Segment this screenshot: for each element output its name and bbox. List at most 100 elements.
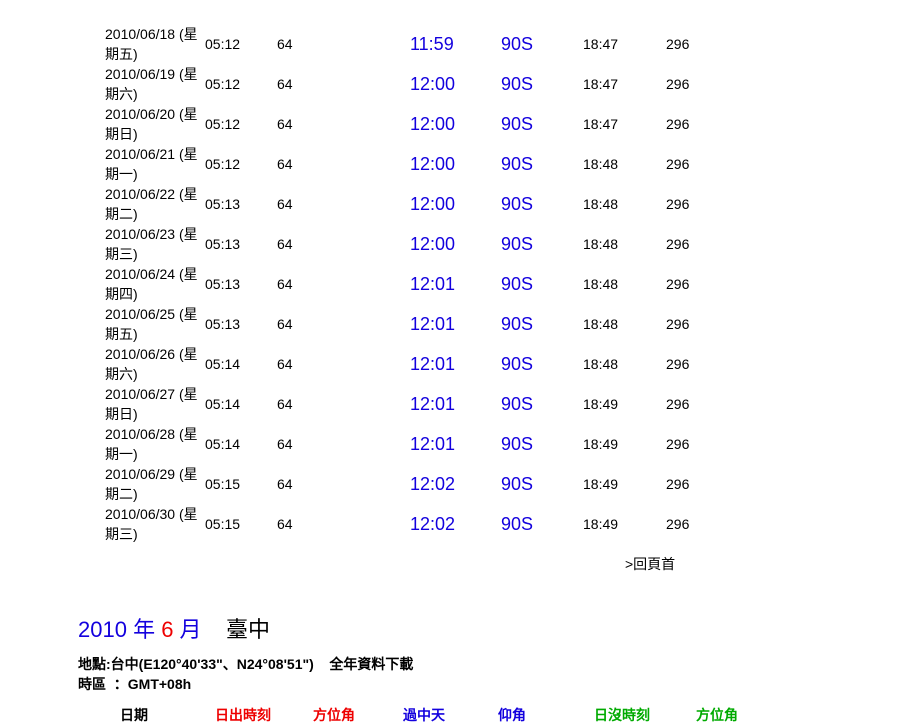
cell-date: 2010/06/25 (星期五) xyxy=(105,304,205,344)
cell-azimuth-2: 296 xyxy=(666,344,689,384)
hdr-sunset: 日沒時刻 xyxy=(594,704,696,726)
cell-sunset: 18:49 xyxy=(583,504,666,544)
cell-elevation: 90S xyxy=(501,464,583,504)
table-row: 2010/06/28 (星期一)05:146412:0190S18:49296 xyxy=(105,424,689,464)
cell-azimuth-2: 296 xyxy=(666,24,689,64)
cell-sunset: 18:48 xyxy=(583,264,666,304)
cell-noon: 12:01 xyxy=(410,304,501,344)
cell-sunrise: 05:14 xyxy=(205,384,277,424)
download-link[interactable]: 全年資料下載 xyxy=(329,656,413,672)
cell-date: 2010/06/27 (星期日) xyxy=(105,384,205,424)
cell-noon: 12:02 xyxy=(410,504,501,544)
cell-date: 2010/06/26 (星期六) xyxy=(105,344,205,384)
cell-noon: 12:00 xyxy=(410,184,501,224)
cell-azimuth-1: 64 xyxy=(277,184,410,224)
loc-coords: 台中(E120°40'33"、N24°08'51") xyxy=(111,656,314,672)
cell-elevation: 90S xyxy=(501,264,583,304)
table-row: 2010/06/29 (星期二)05:156412:0290S18:49296 xyxy=(105,464,689,504)
cell-sunrise: 05:13 xyxy=(205,304,277,344)
cell-sunset: 18:49 xyxy=(583,464,666,504)
cell-sunset: 18:48 xyxy=(583,304,666,344)
cell-noon: 12:01 xyxy=(410,264,501,304)
cell-azimuth-1: 64 xyxy=(277,344,410,384)
cell-azimuth-1: 64 xyxy=(277,144,410,184)
cell-azimuth-2: 296 xyxy=(666,104,689,144)
table-row: 2010/06/21 (星期一)05:126412:0090S18:48296 xyxy=(105,144,689,184)
cell-sunrise: 05:15 xyxy=(205,504,277,544)
cell-sunrise: 05:12 xyxy=(205,104,277,144)
title-month-unit: 月 xyxy=(173,617,201,642)
table-row: 2010/06/23 (星期三)05:136412:0090S18:48296 xyxy=(105,224,689,264)
table-row: 2010/06/19 (星期六)05:126412:0090S18:47296 xyxy=(105,64,689,104)
hdr-sunrise: 日出時刻 xyxy=(215,704,313,726)
cell-azimuth-1: 64 xyxy=(277,504,410,544)
cell-elevation: 90S xyxy=(501,104,583,144)
cell-azimuth-1: 64 xyxy=(277,24,410,64)
cell-azimuth-2: 296 xyxy=(666,424,689,464)
cell-date: 2010/06/29 (星期二) xyxy=(105,464,205,504)
cell-azimuth-2: 296 xyxy=(666,144,689,184)
cell-sunset: 18:48 xyxy=(583,224,666,264)
cell-noon: 11:59 xyxy=(410,24,501,64)
loc-label: 地點: xyxy=(78,656,111,672)
cell-date: 2010/06/30 (星期三) xyxy=(105,504,205,544)
cell-sunrise: 05:13 xyxy=(205,224,277,264)
cell-date: 2010/06/20 (星期日) xyxy=(105,104,205,144)
cell-azimuth-1: 64 xyxy=(277,104,410,144)
cell-sunset: 18:49 xyxy=(583,384,666,424)
hdr-azimuth-2: 方位角 xyxy=(696,704,738,726)
cell-elevation: 90S xyxy=(501,424,583,464)
cell-azimuth-2: 296 xyxy=(666,384,689,424)
back-to-top-link[interactable]: >回頁首 xyxy=(625,556,675,572)
title-month: 6 xyxy=(161,617,173,642)
cell-azimuth-2: 296 xyxy=(666,64,689,104)
cell-sunset: 18:47 xyxy=(583,104,666,144)
cell-azimuth-1: 64 xyxy=(277,224,410,264)
cell-noon: 12:00 xyxy=(410,64,501,104)
cell-date: 2010/06/28 (星期一) xyxy=(105,424,205,464)
cell-azimuth-2: 296 xyxy=(666,184,689,224)
cell-azimuth-1: 64 xyxy=(277,464,410,504)
cell-sunrise: 05:14 xyxy=(205,424,277,464)
cell-azimuth-1: 64 xyxy=(277,64,410,104)
title-year-unit: 年 xyxy=(127,617,161,642)
cell-azimuth-1: 64 xyxy=(277,384,410,424)
location-block: 地點:台中(E120°40'33"、N24°08'51") 全年資料下載 時區 … xyxy=(78,654,920,694)
sun-data-table: 2010/06/18 (星期五)05:126411:5990S18:472962… xyxy=(105,24,689,544)
tz-label: 時區 xyxy=(78,676,106,692)
cell-azimuth-1: 64 xyxy=(277,264,410,304)
cell-noon: 12:02 xyxy=(410,464,501,504)
cell-azimuth-1: 64 xyxy=(277,424,410,464)
title-year: 2010 xyxy=(78,617,127,642)
cell-azimuth-2: 296 xyxy=(666,464,689,504)
cell-sunset: 18:48 xyxy=(583,144,666,184)
hdr-noon: 過中天 xyxy=(403,704,498,726)
hdr-azimuth-1: 方位角 xyxy=(313,704,403,726)
table-row: 2010/06/26 (星期六)05:146412:0190S18:48296 xyxy=(105,344,689,384)
table-row: 2010/06/25 (星期五)05:136412:0190S18:48296 xyxy=(105,304,689,344)
cell-sunrise: 05:12 xyxy=(205,24,277,64)
tz-value: ：GMT+08h xyxy=(114,676,191,692)
table-row: 2010/06/22 (星期二)05:136412:0090S18:48296 xyxy=(105,184,689,224)
sun-data-table-wrap: 2010/06/18 (星期五)05:126411:5990S18:472962… xyxy=(105,24,920,544)
cell-sunset: 18:47 xyxy=(583,24,666,64)
cell-elevation: 90S xyxy=(501,344,583,384)
section-title: 2010 年 6 月 臺中 xyxy=(78,612,920,644)
title-place: 臺中 xyxy=(226,617,270,642)
cell-azimuth-2: 296 xyxy=(666,504,689,544)
cell-noon: 12:01 xyxy=(410,384,501,424)
cell-sunrise: 05:13 xyxy=(205,264,277,304)
cell-elevation: 90S xyxy=(501,184,583,224)
cell-date: 2010/06/19 (星期六) xyxy=(105,64,205,104)
cell-azimuth-1: 64 xyxy=(277,304,410,344)
table-row: 2010/06/24 (星期四)05:136412:0190S18:48296 xyxy=(105,264,689,304)
cell-sunset: 18:47 xyxy=(583,64,666,104)
cell-sunrise: 05:15 xyxy=(205,464,277,504)
cell-azimuth-2: 296 xyxy=(666,224,689,264)
hdr-date: 日期 xyxy=(120,704,215,726)
cell-azimuth-2: 296 xyxy=(666,304,689,344)
table-row: 2010/06/20 (星期日)05:126412:0090S18:47296 xyxy=(105,104,689,144)
column-headers: 日期 日出時刻 方位角 過中天 仰角 日沒時刻 方位角 xyxy=(120,704,920,726)
cell-sunrise: 05:12 xyxy=(205,144,277,184)
cell-noon: 12:00 xyxy=(410,104,501,144)
